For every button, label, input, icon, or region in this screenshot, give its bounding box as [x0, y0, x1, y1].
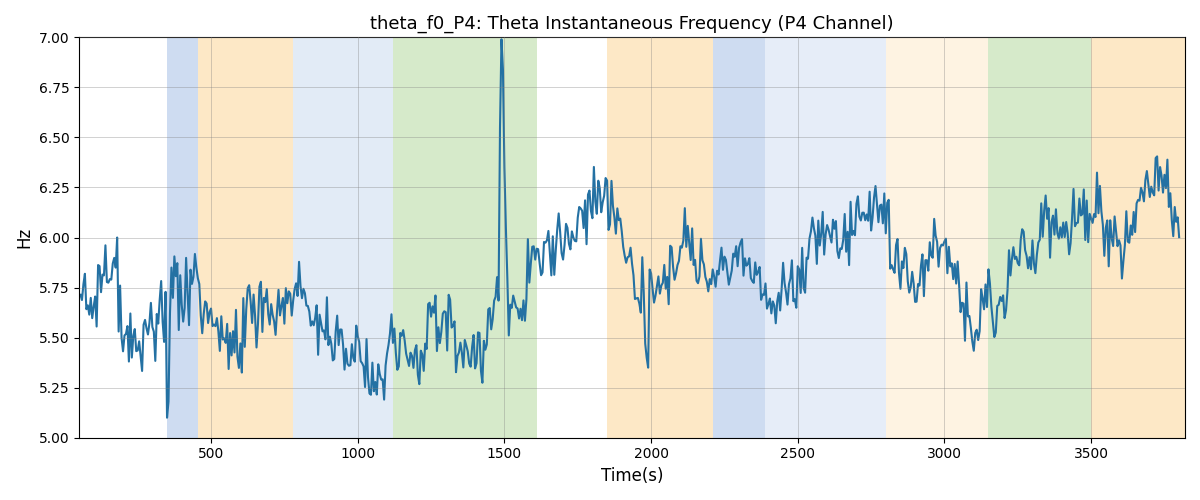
Bar	[293, 38, 392, 438]
Bar	[607, 38, 713, 438]
Bar	[167, 38, 198, 438]
Bar	[392, 38, 536, 438]
Bar	[713, 38, 766, 438]
X-axis label: Time(s): Time(s)	[601, 467, 664, 485]
Title: theta_f0_P4: Theta Instantaneous Frequency (P4 Channel): theta_f0_P4: Theta Instantaneous Frequen…	[371, 15, 894, 34]
Bar	[989, 38, 1091, 438]
Bar	[886, 38, 989, 438]
Bar	[766, 38, 886, 438]
Bar	[1091, 38, 1184, 438]
Y-axis label: Hz: Hz	[14, 227, 32, 248]
Bar	[198, 38, 293, 438]
